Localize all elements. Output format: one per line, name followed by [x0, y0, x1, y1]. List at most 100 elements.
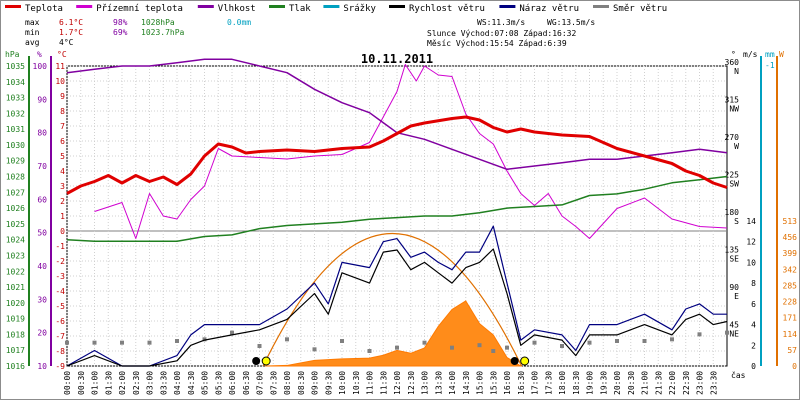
tick-time: 10:00 — [338, 371, 347, 395]
wind-dir-point — [395, 345, 399, 350]
legend-label: Směr větru — [613, 4, 667, 14]
tick-watt: 399 — [783, 249, 798, 258]
tick-time: 22:00 — [668, 371, 677, 395]
tick-time: 13:30 — [434, 371, 443, 395]
tick-watt: 513 — [783, 217, 798, 226]
tick-celsius: -5 — [55, 302, 65, 311]
wind-dir-point — [367, 349, 372, 353]
tick-hpa: 1035 — [6, 62, 25, 71]
tick-time: 23:00 — [696, 371, 705, 395]
tick-time: 07:00 — [256, 371, 265, 395]
sun-marker — [520, 356, 530, 366]
legend-label: Náraz větru — [519, 4, 579, 14]
tick-time: 17:00 — [531, 371, 540, 395]
wind-dir-point — [92, 340, 97, 345]
stat-label: min — [25, 28, 40, 37]
tick-hpa: 1031 — [6, 125, 25, 134]
wind-dir-point — [725, 330, 729, 335]
tick-dir-label: N — [734, 67, 739, 76]
tick-watt: 228 — [783, 298, 798, 307]
tick-hpa: 1020 — [6, 299, 25, 308]
stat-temp: 6.1°C — [59, 18, 83, 27]
stat-pressure: 1023.7hPa — [141, 28, 185, 37]
tick-ms: 2 — [751, 341, 756, 350]
axis-title-watt: W — [779, 50, 784, 59]
wind-dir-point — [491, 349, 496, 353]
tick-time: 22:30 — [682, 371, 691, 395]
tick-watt: 342 — [783, 265, 798, 274]
tick-celsius: -6 — [55, 317, 65, 326]
tick-watt: 57 — [787, 346, 797, 355]
tick-hpa: 1023 — [6, 251, 25, 260]
tick-hpa: 1033 — [6, 94, 25, 103]
wind-dir-point — [532, 340, 537, 345]
tick-mm: -1 — [765, 61, 775, 70]
tick-celsius: 9 — [60, 92, 65, 101]
tick-dir-deg: 45 — [729, 321, 739, 330]
wind-gust-line — [66, 225, 727, 367]
tick-dir-label: E — [734, 292, 739, 301]
tick-pct: 30 — [37, 295, 47, 304]
wind-dir-point — [257, 344, 262, 348]
tick-celsius: -1 — [55, 242, 65, 251]
solar-area — [264, 300, 523, 367]
wind-dir-point — [615, 339, 619, 343]
tick-time: 02:00 — [118, 371, 127, 395]
wind-dir-point — [120, 340, 124, 345]
tick-watt: 285 — [783, 281, 798, 290]
legend-swatch — [323, 5, 340, 8]
tick-hpa: 1028 — [6, 173, 25, 182]
temperature-line — [66, 115, 728, 195]
tick-celsius: 11 — [55, 62, 65, 71]
tick-dir-deg: 225 — [725, 171, 740, 180]
tick-time: 14:00 — [448, 371, 457, 395]
tick-watt: 171 — [783, 314, 798, 323]
wind-dir-point — [560, 344, 564, 348]
axis-title-pct: % — [37, 50, 42, 59]
tick-time: 02:30 — [132, 371, 141, 395]
tick-time: 18:30 — [572, 371, 581, 395]
tick-pct: 40 — [37, 262, 47, 271]
tick-time: 23:30 — [709, 371, 718, 395]
axis-title-dir: ° — [731, 50, 736, 59]
legend-label: Rychlost větru — [409, 4, 485, 14]
tick-time: 15:30 — [489, 371, 498, 395]
stat-temp: 4°C — [59, 38, 74, 47]
tick-hpa: 1025 — [6, 220, 25, 229]
stat-humidity: 98% — [113, 18, 128, 27]
stat-wind-speed: WS:11.3m/s — [477, 18, 525, 27]
wind-dir-point — [202, 337, 207, 342]
tick-time: 21:00 — [641, 371, 650, 395]
tick-time: 09:00 — [311, 371, 320, 395]
sun-arc — [262, 232, 523, 367]
tick-celsius: -4 — [55, 287, 65, 296]
tick-ms: 12 — [746, 238, 756, 247]
tick-celsius: -2 — [55, 257, 65, 266]
wind-dir-point — [285, 337, 289, 342]
axis-title-ms: m/s — [743, 50, 758, 59]
tick-hpa: 1019 — [6, 315, 25, 324]
tick-dir-deg: 135 — [725, 246, 740, 255]
wind-dir-point — [697, 332, 702, 337]
tick-dir-deg: 315 — [725, 96, 740, 105]
tick-time: 19:00 — [586, 371, 595, 395]
tick-time: 00:00 — [63, 371, 72, 395]
stat-pressure: 1028hPa — [141, 18, 175, 27]
legend-label: Srážky — [343, 4, 376, 14]
tick-dir-label: SE — [729, 255, 739, 264]
wind-speed-line — [66, 248, 728, 367]
wind-dir-point — [450, 345, 454, 350]
stat-rain: 0.0mm — [227, 18, 251, 27]
tick-time: 11:00 — [366, 371, 375, 395]
tick-time: 17:30 — [544, 371, 553, 395]
tick-time: 13:00 — [421, 371, 430, 395]
tick-time: 14:30 — [462, 371, 471, 395]
tick-time: 12:00 — [393, 371, 402, 395]
tick-celsius: -8 — [55, 347, 65, 356]
tick-watt: 456 — [783, 233, 798, 242]
stat-wind-gust: WG:13.5m/s — [547, 18, 595, 27]
tick-pct: 50 — [37, 229, 47, 238]
tick-time: 04:30 — [187, 371, 196, 395]
tick-time: 08:00 — [283, 371, 292, 395]
pressure-line — [66, 175, 728, 243]
